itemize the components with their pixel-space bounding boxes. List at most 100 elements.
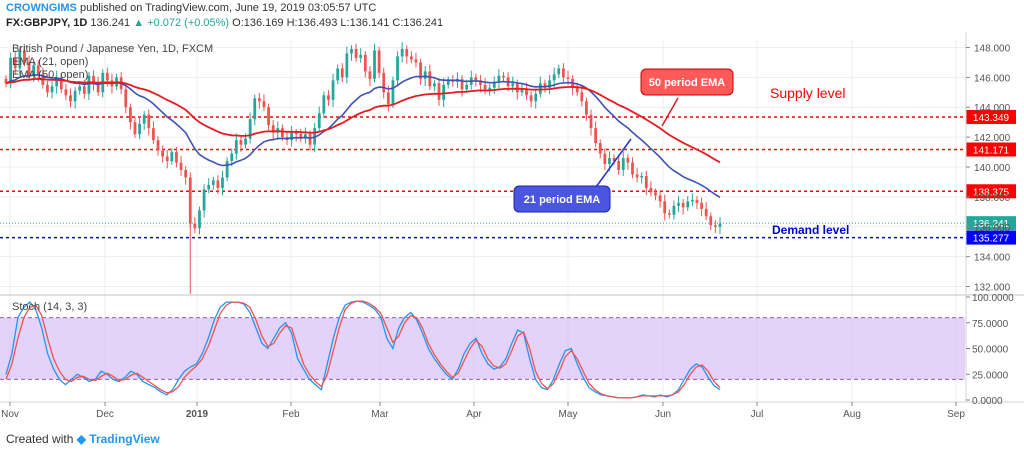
candle-body xyxy=(515,83,519,93)
candle-body xyxy=(704,208,708,217)
candle-body xyxy=(442,84,445,100)
candle-body xyxy=(433,83,436,87)
horizontal-levels: 143.349 141.171 138.375 135.277 136.241 xyxy=(0,109,1016,245)
author-name[interactable]: CROWNGIMS xyxy=(6,2,77,14)
candle-body xyxy=(649,187,653,193)
price-tick-label: 140.000 xyxy=(974,163,1011,174)
candle-body xyxy=(446,80,450,85)
footer: Created with ◆ TradingView xyxy=(0,424,1024,452)
candle-body xyxy=(695,199,699,203)
candle-body xyxy=(672,205,676,215)
candle-body xyxy=(511,83,515,87)
candle-body xyxy=(492,81,496,88)
candle-body xyxy=(4,78,8,84)
candle-body xyxy=(133,122,137,135)
candle-body xyxy=(234,140,238,154)
candle-body xyxy=(46,84,49,93)
candle-body xyxy=(598,143,602,154)
candle-body xyxy=(179,162,183,170)
stoch-tick-label: 25.0000 xyxy=(972,370,1009,381)
candle-body xyxy=(290,132,293,141)
candle-body xyxy=(156,140,160,151)
price-chart[interactable]: 143.349 141.171 138.375 135.277 136.241 148.… xyxy=(0,32,1024,424)
candle-body xyxy=(718,223,722,227)
axes: 148.000 146.000 144.000 142.000 140.000 138.0… xyxy=(0,32,1024,420)
candle-body xyxy=(538,83,542,94)
candle-body xyxy=(253,98,257,120)
candle-body xyxy=(396,56,399,81)
candle-body xyxy=(423,71,427,79)
candle-body xyxy=(9,57,12,84)
candle-body xyxy=(340,68,344,78)
candle-body xyxy=(27,62,31,76)
stoch-tick-label: 0.0000 xyxy=(972,396,1003,407)
candle-body xyxy=(386,92,390,105)
candle-body xyxy=(580,92,584,102)
candle-body xyxy=(322,95,326,114)
candle-body xyxy=(267,107,270,126)
candle-body xyxy=(419,62,422,79)
level-price-tag xyxy=(966,184,1016,199)
candle-body xyxy=(677,202,680,206)
candle-body xyxy=(368,71,372,79)
candle-body xyxy=(262,101,266,108)
candle-body xyxy=(585,101,588,115)
candle-body xyxy=(400,48,404,57)
stoch-legend: Stoch (14, 3, 3) xyxy=(12,301,87,313)
candle-body xyxy=(548,80,551,88)
created-with-text: Created with xyxy=(6,432,74,446)
candle-body xyxy=(350,48,353,54)
candle-body xyxy=(709,216,713,226)
tradingview-logo-icon[interactable]: ◆ xyxy=(76,432,86,446)
candle-body xyxy=(193,223,197,229)
candle-body xyxy=(382,72,386,93)
tradingview-brand[interactable]: TradingView xyxy=(89,432,160,446)
candle-body xyxy=(257,98,261,102)
time-tick-label: Aug xyxy=(843,409,861,420)
candle-body xyxy=(428,71,432,87)
stoch-k-line xyxy=(5,300,721,399)
ema50-label: 50 period EMA xyxy=(649,77,725,89)
candle-body xyxy=(294,132,298,135)
stoch-d-line xyxy=(5,300,721,399)
candle-body xyxy=(55,77,59,87)
candle-body xyxy=(497,75,501,82)
price-tick-label: 136.000 xyxy=(974,223,1011,234)
candle-body xyxy=(147,114,151,129)
candle-body xyxy=(608,158,611,165)
time-tick-label: Mar xyxy=(371,409,389,420)
candle-body xyxy=(327,95,330,100)
candle-body xyxy=(363,54,367,72)
stoch-tick-label: 50.0000 xyxy=(972,345,1009,356)
candle-body xyxy=(221,177,224,188)
ema-slow-legend: EMA (50, open) xyxy=(12,69,88,81)
candle-body xyxy=(529,95,533,102)
candle-body xyxy=(589,114,593,129)
candle-body xyxy=(483,84,487,91)
candle-body xyxy=(525,89,528,96)
price-tick-label: 146.000 xyxy=(974,73,1011,84)
candle-body xyxy=(13,57,17,69)
price-change: ▲ +0.072 (+0.05%) xyxy=(133,17,230,29)
candle-body xyxy=(465,84,469,90)
chart-title: British Pound / Japanese Yen, 1D, FXCM xyxy=(12,43,213,55)
candle-body xyxy=(603,153,607,165)
symbol-info: FX:GBPJPY, 1D 136.241 ▲ +0.072 (+0.05%) … xyxy=(6,17,443,29)
stoch-tick-label: 75.0000 xyxy=(972,319,1009,330)
candle-body xyxy=(248,119,252,139)
candle-body xyxy=(626,158,630,163)
price-tick-label: 142.000 xyxy=(974,133,1011,144)
stoch-tick-label: 100.0000 xyxy=(972,293,1014,304)
candle-body xyxy=(414,59,418,63)
candle-body xyxy=(64,89,68,96)
candle-body xyxy=(161,150,165,157)
candle-body xyxy=(175,152,178,163)
level-price-label: 138.375 xyxy=(973,187,1010,198)
candle-body xyxy=(271,125,275,133)
candle-body xyxy=(170,152,174,162)
candle-body xyxy=(18,50,22,69)
candle-body xyxy=(124,89,128,108)
candle-body xyxy=(184,169,188,178)
candle-body xyxy=(663,201,667,214)
candle-body xyxy=(96,83,100,93)
